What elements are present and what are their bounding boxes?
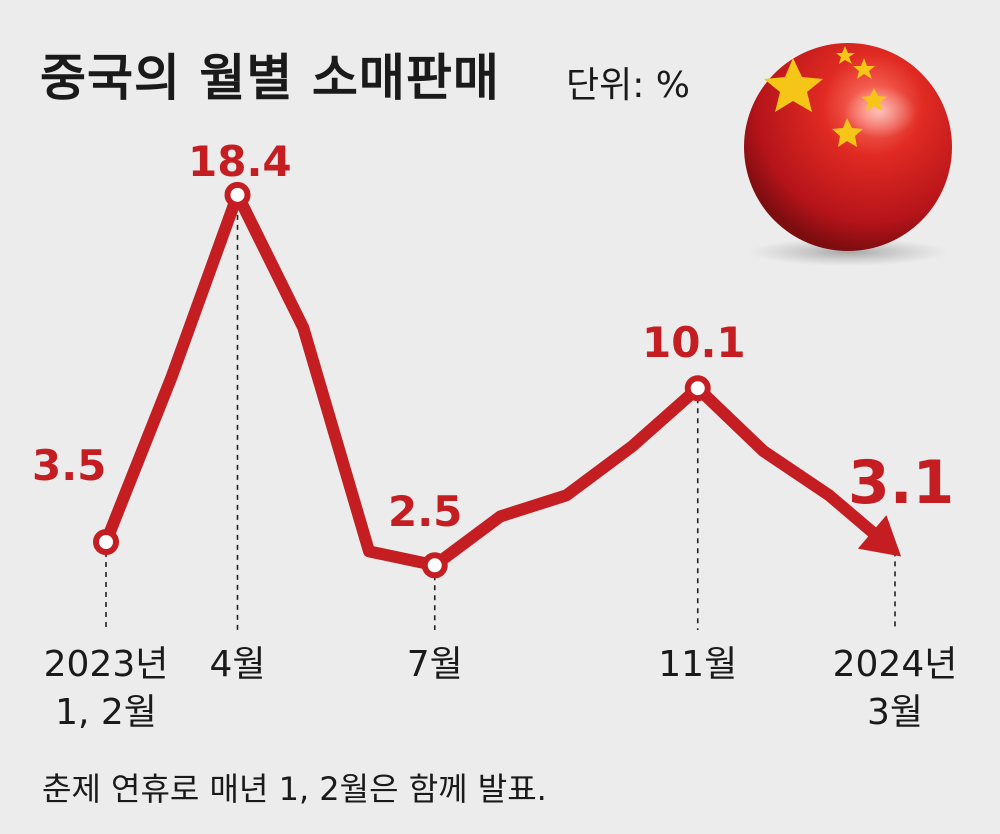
data-point bbox=[93, 529, 119, 555]
unit-label: 단위: % bbox=[566, 65, 691, 106]
flag-big-star-icon bbox=[764, 58, 823, 112]
flag-small-star-icon bbox=[853, 58, 875, 79]
x-tick-label: 7월 bbox=[407, 644, 463, 685]
footnote: 춘제 연휴로 매년 1, 2월은 함께 발표. bbox=[42, 770, 547, 808]
x-tick-label: 3월 bbox=[867, 692, 923, 733]
chart-title: 중국의 월별 소매판매 bbox=[40, 49, 500, 107]
flag-small-star-icon bbox=[836, 46, 855, 64]
data-label: 3.5 bbox=[32, 441, 106, 490]
data-label: 10.1 bbox=[642, 318, 746, 367]
x-tick-label: 2023년 bbox=[44, 644, 169, 685]
data-point bbox=[421, 552, 448, 579]
flag-small-star-icon bbox=[832, 118, 863, 147]
data-point bbox=[224, 181, 251, 208]
x-tick-label: 1, 2월 bbox=[55, 692, 157, 733]
data-label: 3.1 bbox=[848, 448, 954, 518]
x-tick-label: 2024년 bbox=[833, 644, 958, 685]
x-tick-label: 4월 bbox=[209, 644, 265, 685]
data-label: 2.5 bbox=[388, 487, 462, 536]
flag-small-star-icon bbox=[861, 88, 887, 111]
x-tick-label: 11월 bbox=[658, 644, 737, 685]
data-point bbox=[684, 375, 711, 402]
data-label: 18.4 bbox=[188, 137, 292, 186]
end-arrow-icon bbox=[857, 515, 902, 557]
china-flag-ball-icon bbox=[744, 43, 952, 266]
